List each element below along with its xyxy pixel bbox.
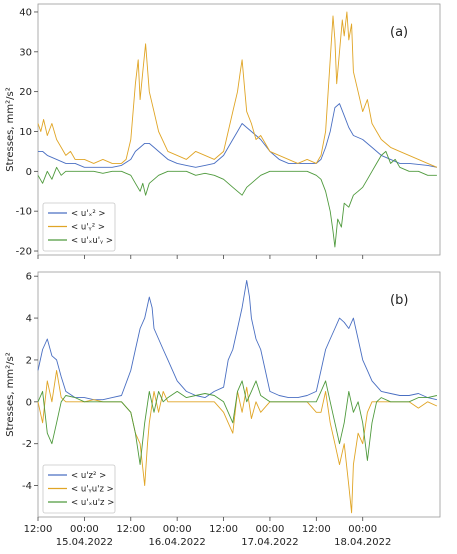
xtick-time-label: 12:00 — [116, 524, 145, 535]
panel-b-ylabel: Stresses, mm²/s² — [5, 352, 16, 437]
panel-b-legend-box — [42, 464, 116, 514]
panel-a-ylabel: Stresses, mm²/s² — [5, 87, 16, 172]
panel-a-ytick-label: 10 — [19, 127, 32, 138]
panel-a-series-line-2 — [37, 11, 438, 168]
xtick-time-label: 12:00 — [302, 524, 331, 535]
panel-a-ytick-label: 40 — [19, 7, 32, 18]
panel-b-series-line-1 — [37, 279, 438, 401]
panel-a-ytick-label: 30 — [19, 47, 32, 58]
xtick-time-label: 00:00 — [348, 524, 377, 535]
xtick-date-label: 16.04.2022 — [149, 537, 206, 548]
panel-b-ytick-label: 0 — [26, 397, 32, 408]
xtick-time-label: 12:00 — [209, 524, 238, 535]
panel-a-ytick-label: 20 — [19, 87, 32, 98]
panel-b-ytick-label: 4 — [26, 314, 32, 325]
panel-b-legend-label-2: < u'ᵧu'z > — [71, 485, 114, 495]
panel-a-legend-label-3: < u'ₓu'ᵧ > — [71, 236, 113, 246]
xtick-time-label: 12:00 — [24, 524, 53, 535]
panel-b-ytick-label: 2 — [26, 355, 32, 366]
panel-b-panel-label: (b) — [390, 293, 408, 308]
panel-a-series-line-1 — [38, 103, 437, 168]
panel-a-legend-label-2: < u'ᵧ² > — [71, 223, 105, 233]
panel-a-legend-label-1: < u'ₓ² > — [71, 209, 106, 219]
panel-b-frame — [37, 271, 441, 518]
xtick-time-label: 00:00 — [163, 524, 192, 535]
xtick-time-label: 00:00 — [70, 524, 99, 535]
panel-b-ytick-label: -4 — [22, 481, 32, 492]
panel-a-frame — [37, 3, 441, 256]
panel-a-series-line-3 — [37, 150, 437, 248]
panel-b-legend-label-3: < u'ₓu'z > — [71, 498, 114, 508]
panel-a-ytick-label: 0 — [26, 167, 32, 178]
xtick-date-label: 17.04.2022 — [241, 537, 298, 548]
panel-a-panel-label: (a) — [390, 25, 408, 40]
panel-a-ytick-label: -20 — [16, 247, 32, 258]
panel-b-ytick-label: 6 — [26, 272, 32, 283]
xtick-date-label: 18.04.2022 — [334, 537, 391, 548]
panel-b-legend-label-1: < u'z² > — [71, 471, 106, 481]
xtick-time-label: 00:00 — [256, 524, 285, 535]
panel-b-ytick-label: -2 — [22, 439, 32, 450]
panel-b-series-line-3 — [37, 380, 438, 466]
panel-a-ytick-label: -10 — [16, 207, 32, 218]
panel-a-legend-box — [42, 202, 116, 252]
xtick-date-label: 15.04.2022 — [56, 537, 113, 548]
